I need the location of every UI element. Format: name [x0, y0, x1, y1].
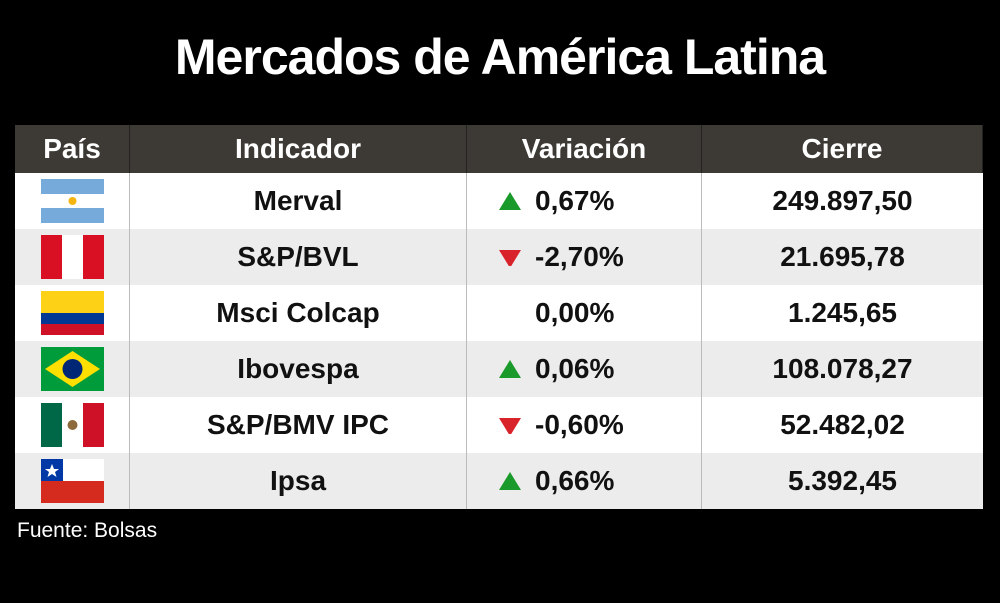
close: 1.245,65 — [788, 297, 897, 328]
down-arrow — [499, 418, 521, 434]
indicator: S&P/BMV IPC — [130, 397, 467, 453]
flag-peru — [40, 235, 104, 279]
flag-colombia — [40, 291, 104, 335]
source: Fuente: Bolsas — [17, 519, 158, 542]
up-arrow — [499, 472, 521, 490]
flag-cell — [15, 341, 130, 397]
table: País Indicador Variación Cierre Merval 0… — [15, 125, 983, 509]
close: 52.482,02 — [780, 409, 905, 440]
flag-cell — [15, 229, 130, 285]
flag-cell — [15, 453, 130, 509]
flag-argentina — [40, 179, 104, 223]
variation-text: 0,67% — [535, 185, 615, 216]
flag-cell — [15, 397, 130, 453]
variation-text: -2,70% — [535, 241, 624, 272]
up-arrow — [499, 360, 521, 378]
variation: 0,67% — [467, 173, 702, 229]
variation: 0,66% — [467, 453, 702, 509]
up-arrow — [499, 192, 521, 210]
indicator: Ipsa — [130, 453, 467, 509]
variation: 0,06% — [467, 341, 702, 397]
variation-text: 0,66% — [535, 465, 615, 496]
table-row: Ipsa 0,66% 5.392,45 — [15, 453, 983, 509]
flag-cell — [15, 285, 130, 341]
header-cell: País — [15, 125, 130, 173]
table-row: S&P/BMV IPC -0,60% 52.482,02 — [15, 397, 983, 453]
indicator: Ibovespa — [130, 341, 467, 397]
close: 21.695,78 — [780, 241, 905, 272]
close: 249.897,50 — [772, 185, 913, 216]
header-cell: Cierre — [702, 125, 983, 173]
variation: 0,00% — [467, 285, 702, 341]
variation-text: 0,06% — [535, 353, 615, 384]
header-cell: Variación — [467, 125, 702, 173]
header-row: País Indicador Variación Cierre — [15, 125, 983, 173]
indicator: Merval — [130, 173, 467, 229]
flag-mexico — [40, 403, 104, 447]
flag-cell — [15, 173, 130, 229]
table-row: Ibovespa 0,06% 108.078,27 — [15, 341, 983, 397]
variation: -2,70% — [467, 229, 702, 285]
variation-text: -0,60% — [535, 409, 624, 440]
flag-chile — [40, 459, 104, 503]
title: Mercados de América Latina — [174, 29, 826, 85]
table-row: Merval 0,67% 249.897,50 — [15, 173, 983, 229]
indicator: S&P/BVL — [130, 229, 467, 285]
header-cell: Indicador — [130, 125, 467, 173]
flag-brazil — [40, 347, 104, 391]
close: 5.392,45 — [788, 465, 897, 496]
table-row: Msci Colcap 0,00% 1.245,65 — [15, 285, 983, 341]
table-row: S&P/BVL -2,70% 21.695,78 — [15, 229, 983, 285]
variation: -0,60% — [467, 397, 702, 453]
close: 108.078,27 — [772, 353, 913, 384]
down-arrow — [499, 250, 521, 266]
variation-text: 0,00% — [535, 297, 615, 328]
indicator: Msci Colcap — [130, 285, 467, 341]
